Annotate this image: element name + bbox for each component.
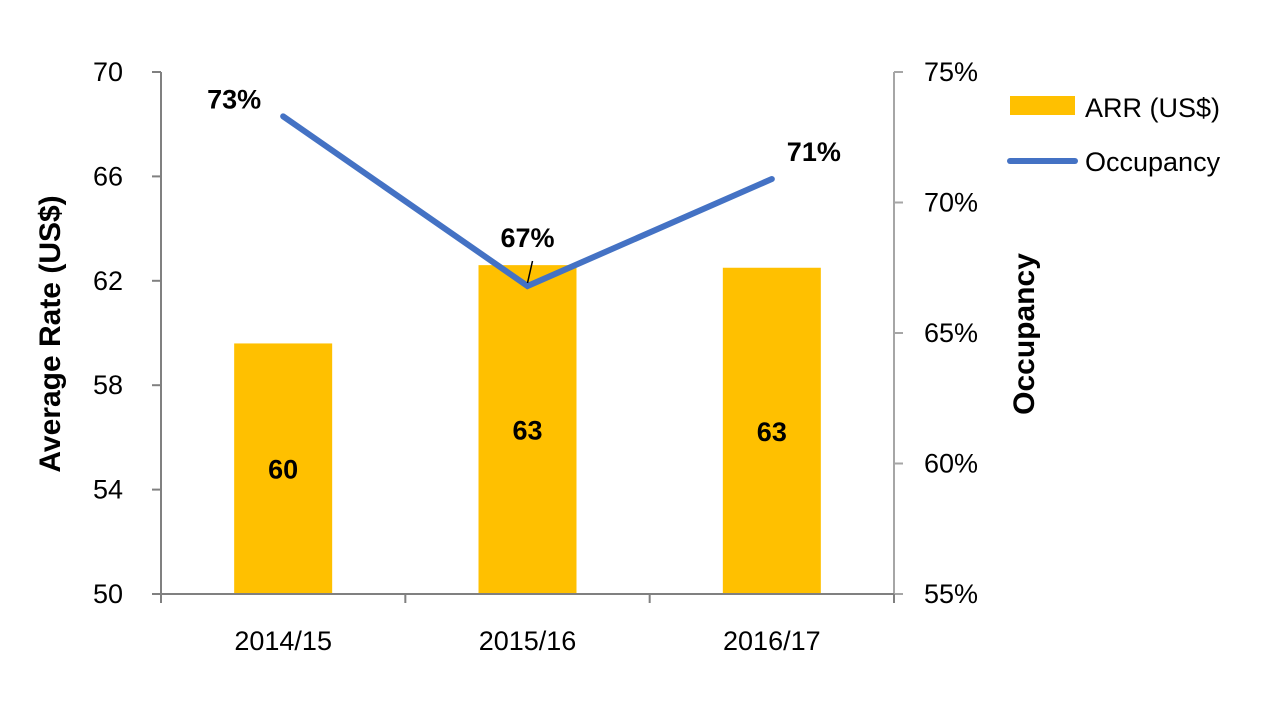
y-axis-title: Average Rate (US$) (34, 195, 67, 472)
y-tick-label: 62 (93, 266, 123, 296)
x-tick-label: 2015/16 (479, 626, 577, 656)
y2-tick-label: 75% (924, 57, 978, 87)
y-tick-label: 54 (93, 475, 123, 505)
legend: ARR (US$) Occupancy (1010, 93, 1221, 177)
legend-swatch-bar (1010, 96, 1075, 115)
y-tick-label: 70 (93, 57, 123, 87)
bar-data-label: 60 (268, 455, 298, 485)
y2-tick-label: 70% (924, 188, 978, 218)
bar-data-label: 63 (512, 416, 542, 446)
legend-label-line: Occupancy (1085, 147, 1221, 177)
bar-data-label: 63 (757, 417, 787, 447)
line-data-label: 67% (500, 223, 554, 253)
line-series-group (283, 116, 772, 286)
legend-label-bar: ARR (US$) (1085, 93, 1220, 123)
y-tick-label: 66 (93, 161, 123, 191)
occupancy-line (283, 116, 772, 286)
y-tick-label: 50 (93, 579, 123, 609)
y2-tick-label: 55% (924, 579, 978, 609)
line-data-label: 71% (787, 137, 841, 167)
y2-tick-label: 65% (924, 318, 978, 348)
x-tick-label: 2014/15 (234, 626, 332, 656)
y2-axis-title: Occupancy (1008, 253, 1041, 415)
y2-tick-label: 60% (924, 449, 978, 479)
line-data-label: 73% (207, 84, 261, 114)
x-tick-label: 2016/17 (723, 626, 821, 656)
y-tick-label: 58 (93, 370, 123, 400)
